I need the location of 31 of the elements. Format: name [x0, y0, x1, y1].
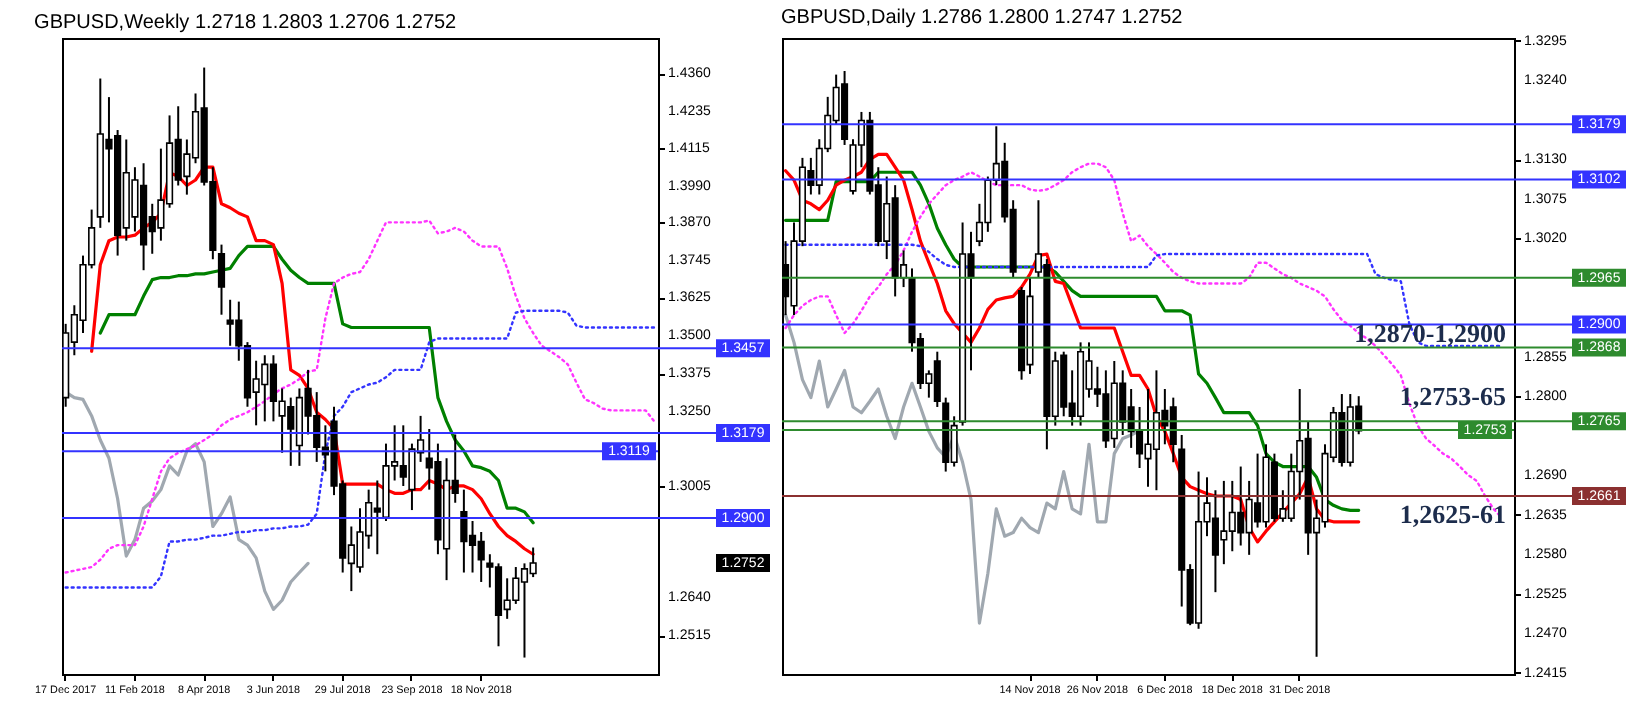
candlestick: [356, 507, 364, 574]
candlestick: [261, 354, 269, 423]
candlestick: [520, 562, 529, 659]
candlestick: [1220, 479, 1228, 566]
line-series: [64, 219, 656, 574]
candlestick: [1136, 405, 1144, 469]
candlestick: [1102, 369, 1110, 449]
chart-title: GBPUSD,Weekly 1.2718 1.2803 1.2706 1.2752: [34, 12, 458, 34]
candlestick: [1119, 369, 1127, 436]
candlestick: [269, 354, 278, 423]
candlestick: [1254, 452, 1262, 529]
candlestick: [217, 243, 226, 316]
candlestick: [1228, 479, 1236, 553]
candlestick: [295, 387, 304, 467]
chart-title: GBPUSD,Daily 1.2786 1.2800 1.2747 1.2752: [781, 6, 1184, 29]
candlestick: [408, 442, 416, 512]
candlestick: [477, 530, 485, 583]
candlestick: [1211, 489, 1219, 594]
candlestick: [226, 298, 234, 347]
candlestick: [529, 546, 537, 579]
annotation: 1,2753-65: [1399, 381, 1507, 412]
line-series: [783, 313, 1142, 625]
candlestick: [512, 566, 520, 605]
candlestick: [1245, 479, 1253, 556]
candlestick: [460, 488, 468, 574]
candlestick: [1169, 396, 1177, 464]
candlestick: [157, 147, 165, 242]
candlestick: [933, 350, 941, 408]
line-series: [98, 244, 535, 525]
annotation: 1,2625-61: [1399, 499, 1506, 529]
candlestick: [1237, 465, 1245, 547]
